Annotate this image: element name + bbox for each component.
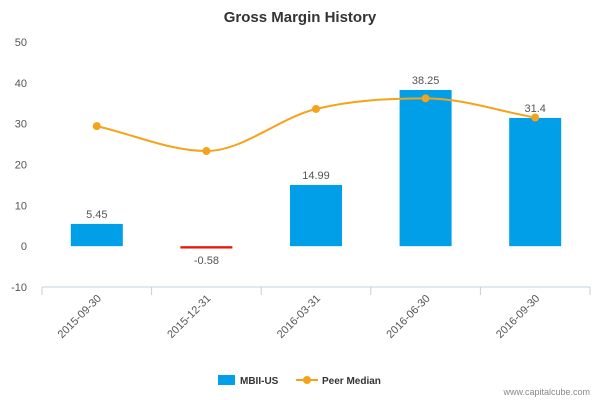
y-tick-label: 40: [15, 78, 27, 90]
peer-median-point: [202, 147, 211, 156]
legend-item-bar[interactable]: MBII-US: [218, 375, 279, 387]
legend-line-label: Peer Median: [322, 376, 381, 387]
y-tick-label: 20: [15, 160, 27, 172]
legend: MBII-US Peer Median: [218, 375, 381, 387]
bar: [180, 246, 233, 249]
peer-median-point: [92, 122, 101, 131]
bar-value-label: 31.4: [524, 103, 545, 115]
bar-series: [70, 89, 562, 249]
bar-value-label: 38.25: [412, 75, 440, 87]
x-tick-label: 2016-09-30: [494, 293, 542, 341]
peer-median-point: [421, 94, 430, 103]
x-axis: 2015-09-30 2015-12-31 2016-03-31 2016-06-30…: [41, 286, 591, 341]
bar-value-label: -0.58: [194, 255, 219, 267]
x-tick-label: 2015-12-31: [165, 293, 213, 341]
legend-line-marker: [303, 376, 311, 384]
watermark: www.capitalcube.com: [502, 387, 590, 397]
bar-value-label: 5.45: [86, 209, 107, 221]
y-tick-label: 10: [15, 200, 27, 212]
chart-title: Gross Margin History: [224, 9, 377, 26]
peer-median-point: [312, 104, 320, 113]
bar: [290, 184, 342, 247]
line-series: [92, 94, 540, 156]
bar: [70, 223, 123, 247]
data-labels: 5.45 -0.58 14.99 38.25 31.4: [86, 75, 546, 267]
peer-median-point: [531, 113, 540, 122]
y-tick-label: 30: [15, 119, 27, 131]
legend-item-line[interactable]: Peer Median: [296, 376, 381, 387]
bar: [509, 117, 562, 247]
legend-bar-swatch: [218, 375, 235, 385]
y-tick-label: 50: [15, 37, 27, 49]
y-axis: -10 0 10 20 30 40 50: [11, 37, 27, 294]
x-tick-label: 2016-06-30: [384, 293, 432, 341]
bar-value-label: 14.99: [302, 170, 330, 182]
x-tick-label: 2016-03-31: [275, 293, 323, 341]
x-tick-label: 2015-09-30: [56, 293, 104, 341]
bar: [399, 89, 452, 247]
y-tick-label: -10: [11, 282, 27, 294]
legend-bar-label: MBII-US: [240, 376, 279, 387]
y-tick-label: 0: [21, 241, 27, 253]
